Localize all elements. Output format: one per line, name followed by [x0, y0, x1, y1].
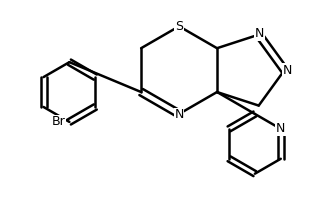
- Text: Br: Br: [52, 115, 65, 128]
- Text: N: N: [276, 122, 285, 135]
- Text: N: N: [174, 108, 184, 121]
- Text: N: N: [255, 27, 264, 40]
- Text: S: S: [175, 20, 183, 33]
- Text: N: N: [283, 64, 292, 77]
